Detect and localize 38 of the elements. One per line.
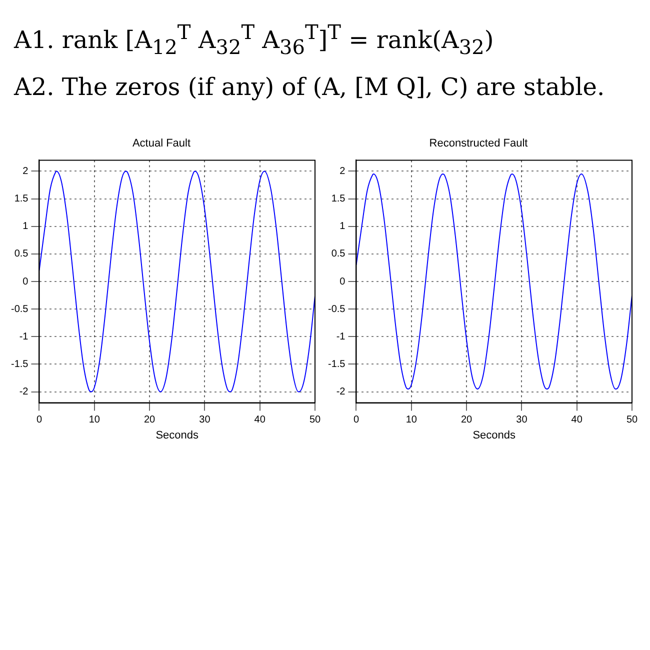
y-tick-label: -0.5: [328, 304, 346, 315]
y-tick-label: -2: [19, 386, 29, 398]
y-tick-label: -1: [336, 331, 346, 342]
y-tick-label: 1.5: [331, 193, 346, 204]
y-tick-label: -1: [19, 331, 29, 342]
x-tick-label: 20: [460, 414, 473, 426]
x-tick-label: 10: [88, 414, 100, 426]
x-tick-label: 40: [254, 414, 266, 426]
y-tick-label: -2: [336, 386, 346, 398]
y-tick-label: -1.5: [328, 358, 346, 370]
y-tick-label: -1.5: [10, 358, 29, 370]
y-tick-label: 1.5: [14, 193, 29, 204]
x-tick-label: 50: [309, 414, 321, 426]
line-series: [356, 173, 632, 390]
x-tick-label: 0: [353, 414, 360, 426]
x-tick-label: 40: [571, 414, 583, 426]
x-axis-title: Seconds: [156, 429, 200, 442]
x-tick-label: 0: [36, 414, 42, 426]
x-tick-label: 30: [516, 414, 528, 426]
y-tick-label: 2: [22, 166, 29, 177]
x-tick-label: 20: [144, 414, 156, 426]
chart-title: Actual Fault: [132, 137, 191, 150]
x-tick-label: 50: [626, 414, 638, 426]
x-tick-label: 10: [406, 414, 418, 426]
x-tick-label: 30: [199, 414, 211, 426]
y-tick-label: 0: [22, 276, 29, 288]
y-tick-label: 0.5: [331, 248, 346, 260]
line-series: [39, 170, 315, 392]
text: A2. The zeros (if any) of (A, [M Q], C) are stable.: [14, 72, 606, 103]
text: A1. rank [A$_{12}$$^{T}$ A$_{32}$$^{T}$ A$_{36}$$^{T}$]$^{T}$ = rank(A$_{32}$): [14, 20, 494, 59]
y-tick-label: 1: [22, 220, 29, 232]
y-tick-label: 1: [340, 220, 346, 232]
x-axis-title: Seconds: [472, 429, 516, 442]
chart-title: Reconstructed Fault: [429, 137, 528, 150]
y-tick-label: 2: [340, 166, 346, 177]
y-tick-label: 0.5: [14, 248, 29, 260]
y-tick-label: -0.5: [10, 304, 29, 315]
y-tick-label: 0: [340, 276, 346, 288]
